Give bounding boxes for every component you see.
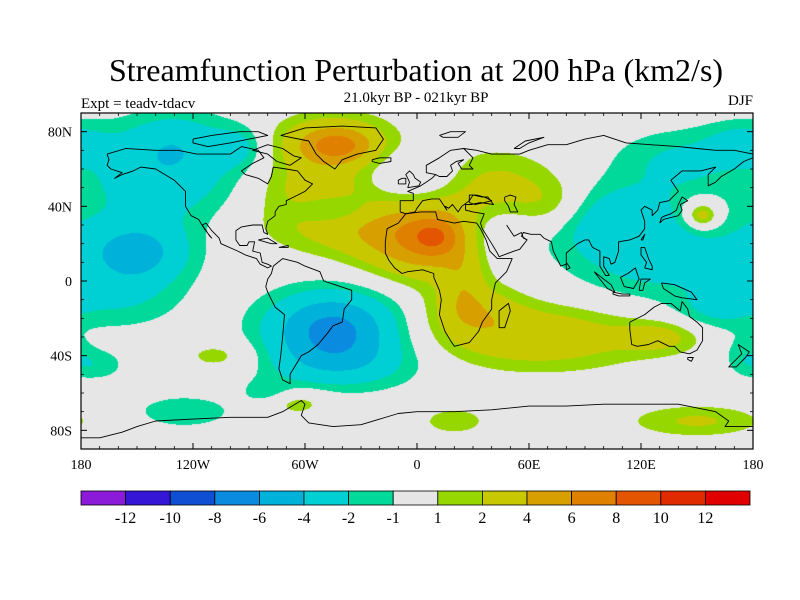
colorbar-label: 12 (697, 510, 713, 527)
x-tick-label: 60W (291, 458, 319, 473)
coast-new-zealand (728, 344, 750, 368)
coast-scandinavia-detail (435, 148, 474, 177)
coast-hispaniola (278, 245, 289, 248)
colorbar-box (571, 490, 617, 506)
axis-ticks: 180 120W 60W 0 60E 120E 180 80N 40N 0 40S 80S (48, 113, 764, 473)
colorbar-box (348, 490, 394, 506)
colorbar-box (615, 490, 662, 506)
coast-black-sea (468, 194, 493, 205)
colorbar-label: -1 (387, 510, 400, 527)
coast-borneo (620, 267, 640, 289)
coast-taiwan (640, 233, 646, 241)
colorbar-label: -12 (115, 510, 136, 527)
colorbar-label: 8 (612, 510, 620, 527)
coast-arctic-islands (192, 131, 269, 148)
coast-africa (384, 211, 513, 347)
coastlines (81, 125, 753, 439)
coast-baffin (252, 144, 302, 166)
colorbar-label: 2 (478, 510, 486, 527)
y-tick-label: 80S (50, 424, 72, 439)
colorbar-box (80, 490, 126, 506)
colorbar-box (392, 490, 439, 506)
coast-greenland (280, 125, 384, 170)
colorbar-box (125, 490, 171, 506)
colorbar-box (526, 490, 572, 506)
colorbar-box (214, 490, 260, 506)
chart-title: Streamfunction Perturbation at 200 hPa (… (109, 52, 723, 88)
coast-south-america (265, 258, 353, 385)
y-tick-label: 80N (48, 126, 72, 141)
colorbar-label: 1 (434, 510, 442, 527)
colorbar-label: -10 (160, 510, 181, 527)
coast-novaya-zemlya (513, 136, 545, 149)
streamfunction-field (81, 113, 753, 449)
coast-new-guinea (661, 282, 698, 301)
x-tick-label: 120W (176, 458, 211, 473)
colorbar-box (705, 490, 751, 506)
y-tick-label: 40S (50, 350, 72, 365)
coast-madagascar (498, 302, 511, 329)
plot-area: 180 120W 60W 0 60E 120E 180 80N 40N 0 40S 80S (48, 112, 764, 473)
colorbar-label: 4 (523, 510, 531, 527)
coast-iceland (371, 157, 392, 164)
coast-svalbard (439, 131, 466, 138)
center-subtitle: 21.0kyr BP - 021kyr BP (344, 90, 489, 106)
colorbar-label: -4 (297, 510, 310, 527)
right-subtitle: DJF (728, 93, 753, 109)
coast-ireland (397, 177, 407, 185)
coast-japan (659, 196, 689, 224)
coast-australia (629, 301, 704, 355)
coast-caspian (504, 194, 519, 213)
x-tick-label: 120E (626, 458, 656, 473)
coast-philippines (640, 246, 653, 271)
colorbar-label: 10 (653, 510, 669, 527)
coast-north-america (106, 146, 313, 269)
coast-tasmania (687, 357, 694, 362)
x-tick-label: 180 (743, 458, 764, 473)
coast-cuba (258, 237, 278, 245)
coast-arabia-gulf (506, 224, 528, 241)
colorbar-box (481, 490, 528, 506)
x-tick-label: 180 (71, 458, 92, 473)
colorbar-label: -8 (208, 510, 221, 527)
colorbar: -12 -10 -8 -6 -4 -2 -1 1 2 4 6 8 10 12 (80, 490, 751, 527)
colorbar-box (258, 490, 305, 506)
colorbar-box (303, 490, 349, 506)
colorbar-label: -6 (253, 510, 266, 527)
coast-antarctica (81, 400, 753, 439)
colorbar-label: -2 (342, 510, 355, 527)
coast-eurasia (399, 134, 753, 276)
coast-java (612, 291, 631, 297)
colorbar-box (660, 490, 706, 506)
coast-sulawesi (638, 278, 651, 291)
colorbar-box (169, 490, 216, 506)
left-subtitle: Expt = teadv-tdacv (81, 96, 196, 112)
x-tick-label: 0 (414, 458, 421, 473)
colorbar-box (437, 490, 483, 506)
x-tick-label: 60E (518, 458, 541, 473)
coast-sri-lanka (565, 262, 571, 271)
y-tick-label: 40N (48, 200, 72, 215)
y-tick-label: 0 (65, 275, 72, 290)
colorbar-label: 6 (568, 510, 576, 527)
coast-uk (405, 170, 422, 189)
